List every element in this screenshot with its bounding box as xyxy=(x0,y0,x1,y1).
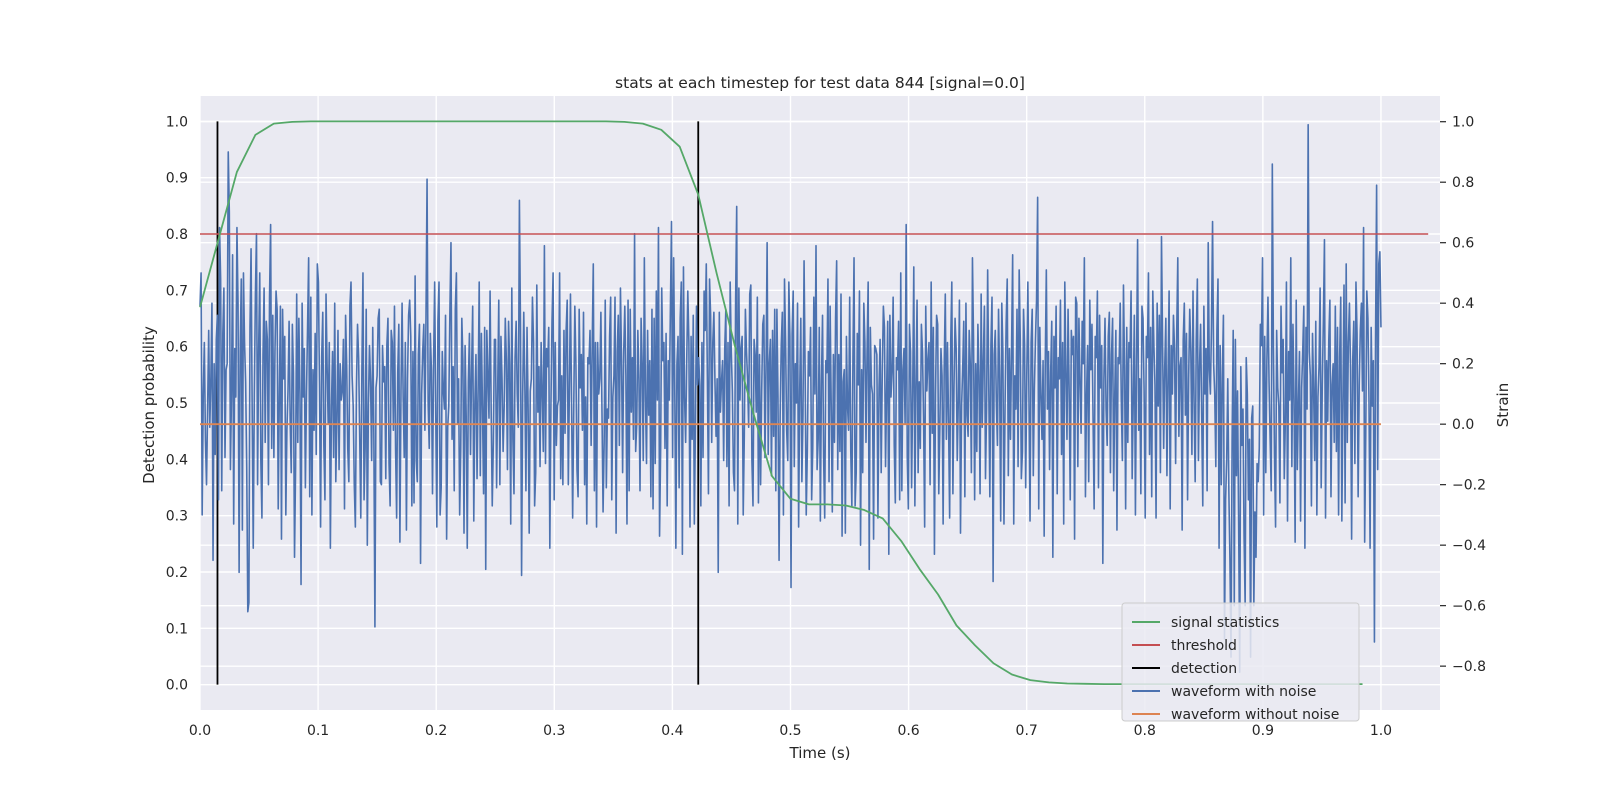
y-tick-label-right: −0.6 xyxy=(1452,599,1486,615)
legend-label: waveform without noise xyxy=(1171,707,1339,723)
legend-box xyxy=(1121,602,1360,722)
x-tick-label: 0.4 xyxy=(661,723,683,739)
x-tick-label: 0.7 xyxy=(1016,723,1038,739)
legend-label: threshold xyxy=(1171,638,1237,654)
legend-label: waveform with noise xyxy=(1171,684,1316,700)
legend-label: signal statistics xyxy=(1171,615,1279,631)
legend: signal statistics threshold detection wavef… xyxy=(1121,602,1360,723)
y-tick-label-right: 0.4 xyxy=(1452,296,1474,312)
x-axis-label: Time (s) xyxy=(789,744,851,762)
y-tick-label-left: 0.1 xyxy=(166,621,188,637)
y-tick-label-right: 0.8 xyxy=(1452,175,1474,191)
y-tick-label-left: 0.8 xyxy=(166,227,188,243)
x-tick-label: 0.6 xyxy=(897,723,919,739)
y-tick-label-right: −0.4 xyxy=(1452,538,1486,554)
x-tick-label: 0.2 xyxy=(425,723,447,739)
left-y-axis: 0.0 0.1 0.2 0.3 0.4 0.5 0.6 0.7 0.8 0.9 1.0 xyxy=(166,114,188,693)
x-tick-label: 1.0 xyxy=(1370,723,1392,739)
y-tick-label-left: 1.0 xyxy=(166,114,188,130)
legend-items: signal statistics threshold detection wavef… xyxy=(1132,615,1339,723)
y-tick-label-left: 0.6 xyxy=(166,340,188,356)
x-tick-label: 0.5 xyxy=(779,723,801,739)
y-axis-label-right: Strain xyxy=(1494,383,1512,427)
x-tick-label: 0.3 xyxy=(543,723,565,739)
right-y-axis: −0.8 −0.6 −0.4 −0.2 0.0 0.2 0.4 0.6 0.8 1.0 xyxy=(1440,115,1486,675)
x-axis: 0.0 0.1 0.2 0.3 0.4 0.5 0.6 0.7 0.8 0.9 1.0 xyxy=(189,723,1392,739)
y-tick-label-left: 0.4 xyxy=(166,452,188,468)
y-axis-label-left: Detection probability xyxy=(140,326,158,484)
y-tick-label-left: 0.9 xyxy=(166,171,188,187)
x-tick-label: 0.9 xyxy=(1252,723,1274,739)
y-tick-label-right: −0.8 xyxy=(1452,659,1486,675)
y-tick-label-left: 0.2 xyxy=(166,565,188,581)
x-tick-label: 0.1 xyxy=(307,723,329,739)
y-tick-label-right: 1.0 xyxy=(1452,115,1474,131)
x-tick-label: 0.8 xyxy=(1134,723,1156,739)
y-tick-label-left: 0.0 xyxy=(166,678,188,694)
y-tick-label-right: 0.0 xyxy=(1452,417,1474,433)
y-tick-label-right: 0.6 xyxy=(1452,236,1474,252)
x-tick-label: 0.0 xyxy=(189,723,211,739)
y-tick-label-right: −0.2 xyxy=(1452,478,1486,494)
legend-label: detection xyxy=(1171,661,1237,677)
y-tick-label-left: 0.7 xyxy=(166,283,188,299)
series-waveform-with-noise xyxy=(199,123,1382,673)
y-tick-label-right: 0.2 xyxy=(1452,357,1474,373)
y-tick-label-left: 0.5 xyxy=(166,396,188,412)
chart-title: stats at each timestep for test data 844… xyxy=(615,74,1025,92)
y-tick-label-left: 0.3 xyxy=(166,509,188,525)
